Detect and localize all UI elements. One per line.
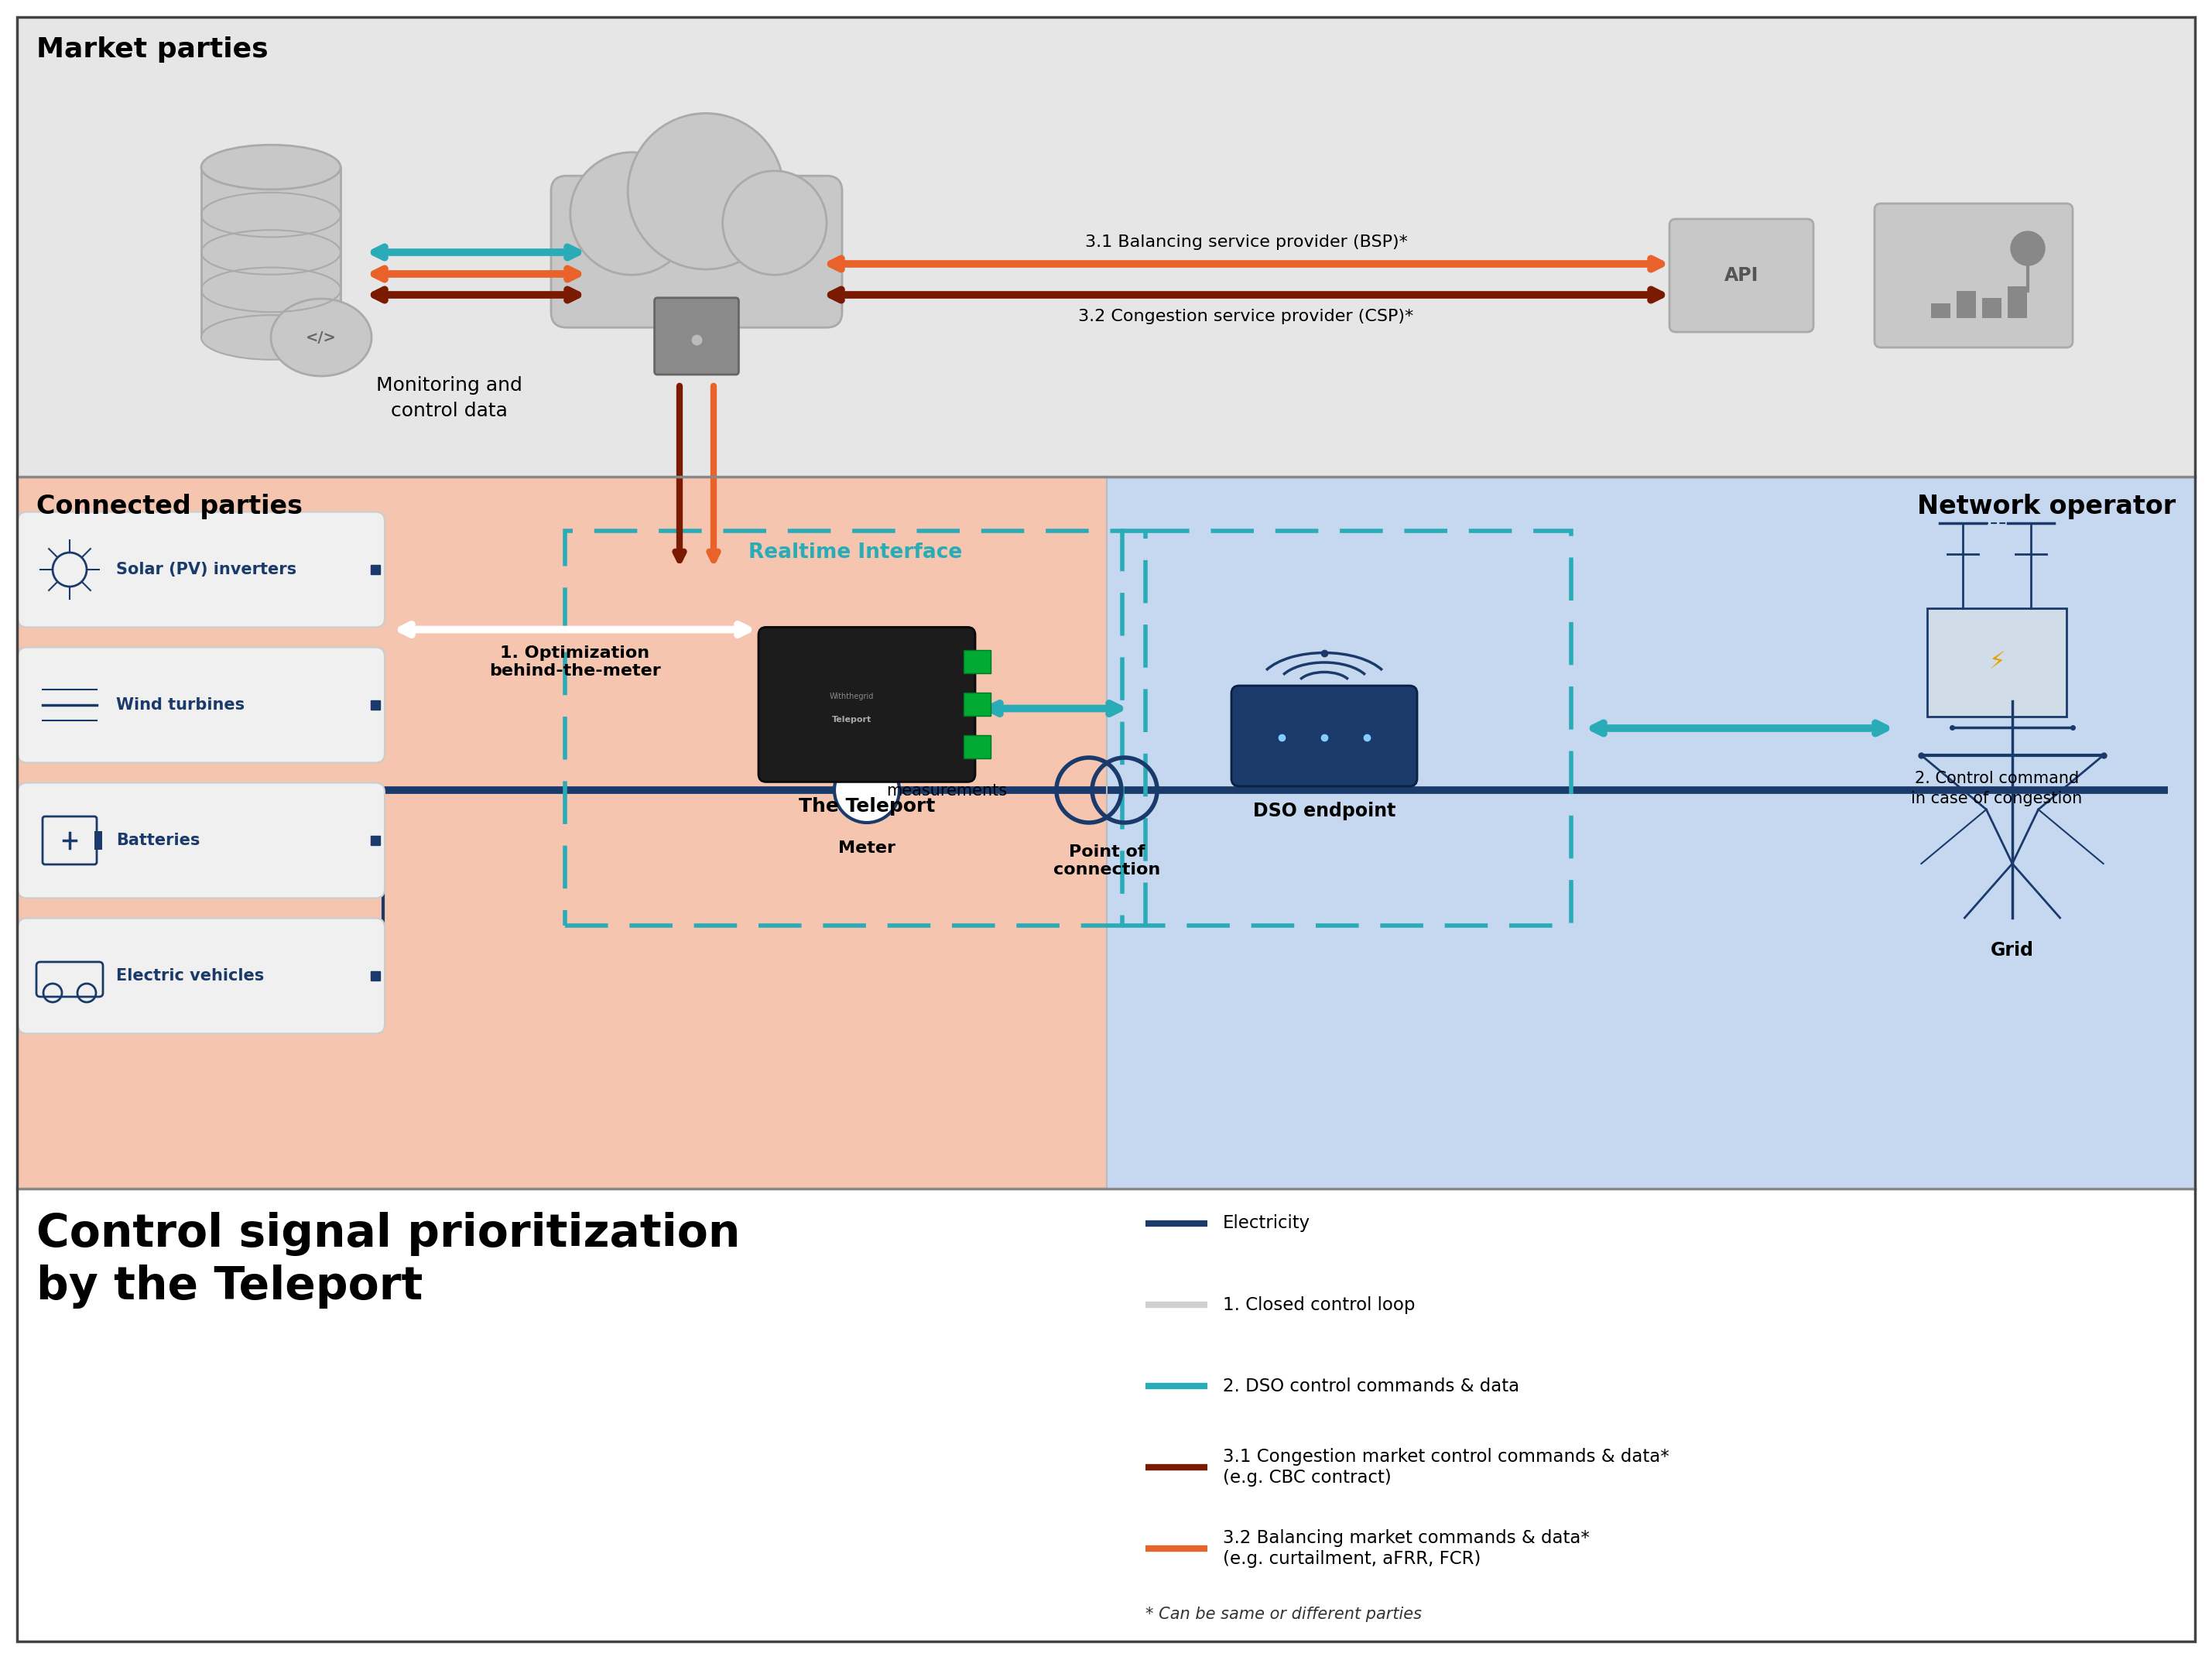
Text: The Teleport: The Teleport (799, 797, 936, 817)
Text: Solar (PV) inverters: Solar (PV) inverters (115, 562, 296, 577)
Text: 3.2 Congestion service provider (CSP)*: 3.2 Congestion service provider (CSP)* (1079, 309, 1413, 324)
Text: Network operator: Network operator (1918, 494, 2177, 519)
Text: Meter: Meter (838, 840, 896, 856)
Text: Teleport: Teleport (832, 716, 872, 724)
Text: Electric vehicles: Electric vehicles (115, 969, 263, 984)
Text: Control signal prioritization
by the Teleport: Control signal prioritization by the Tel… (35, 1212, 741, 1309)
Text: Batteries: Batteries (115, 833, 199, 848)
Bar (201, 167, 341, 337)
Bar (18, 17, 2194, 476)
Bar (18, 1189, 2194, 1641)
Bar (95, 831, 102, 850)
Text: 2. Control command
in case of congestion: 2. Control command in case of congestion (1911, 770, 2081, 807)
Text: ⚡: ⚡ (1989, 651, 2004, 674)
Bar (18, 476, 1106, 1189)
FancyBboxPatch shape (1670, 218, 1814, 332)
Ellipse shape (201, 145, 341, 190)
FancyBboxPatch shape (1874, 203, 2073, 347)
Text: Realtime Interface: Realtime Interface (748, 542, 962, 562)
Bar (1982, 298, 2002, 317)
FancyBboxPatch shape (18, 917, 385, 1033)
Circle shape (628, 114, 783, 269)
Text: Connected parties: Connected parties (35, 494, 303, 519)
Text: Point of
connection: Point of connection (1053, 845, 1161, 878)
Text: DSO endpoint: DSO endpoint (1252, 802, 1396, 820)
Bar (1931, 304, 1951, 317)
Text: API: API (1725, 266, 1759, 284)
Text: 3.1 Balancing service provider (BSP)*: 3.1 Balancing service provider (BSP)* (1084, 235, 1407, 250)
FancyBboxPatch shape (655, 298, 739, 375)
Text: Electricity: Electricity (1223, 1215, 1310, 1233)
Bar (1958, 291, 1975, 317)
Circle shape (571, 152, 692, 274)
FancyBboxPatch shape (18, 648, 385, 762)
Text: Real-time
measurements: Real-time measurements (887, 765, 1006, 798)
Bar (964, 693, 991, 716)
Text: * Can be same or different parties: * Can be same or different parties (1146, 1607, 1422, 1622)
Ellipse shape (270, 299, 372, 377)
Text: Wind turbines: Wind turbines (115, 698, 246, 712)
Bar (2008, 286, 2026, 317)
FancyBboxPatch shape (1927, 608, 2066, 717)
Text: </>: </> (305, 331, 336, 345)
FancyBboxPatch shape (551, 175, 843, 327)
Text: 1. Optimization
behind-the-meter: 1. Optimization behind-the-meter (489, 645, 661, 678)
Text: 3.2 Balancing market commands & data*
(e.g. curtailment, aFRR, FCR): 3.2 Balancing market commands & data* (e… (1223, 1529, 1590, 1567)
Text: 2. DSO control commands & data: 2. DSO control commands & data (1223, 1377, 1520, 1395)
Text: Monitoring and
control data: Monitoring and control data (376, 377, 522, 420)
Bar (964, 650, 991, 673)
Circle shape (2011, 231, 2044, 266)
Circle shape (723, 170, 827, 274)
FancyBboxPatch shape (18, 784, 385, 898)
Text: 1. Closed control loop: 1. Closed control loop (1223, 1296, 1416, 1314)
Ellipse shape (201, 316, 341, 360)
FancyBboxPatch shape (18, 512, 385, 626)
Bar (1106, 476, 2194, 1189)
Text: Grid: Grid (1991, 941, 2035, 960)
FancyBboxPatch shape (759, 626, 975, 782)
Text: 3.1 Congestion market control commands & data*
(e.g. CBC contract): 3.1 Congestion market control commands &… (1223, 1448, 1670, 1486)
Text: Withthegrid: Withthegrid (830, 693, 874, 701)
Bar (964, 736, 991, 759)
FancyBboxPatch shape (1232, 686, 1418, 787)
Text: Market parties: Market parties (35, 36, 268, 63)
Circle shape (834, 757, 900, 823)
